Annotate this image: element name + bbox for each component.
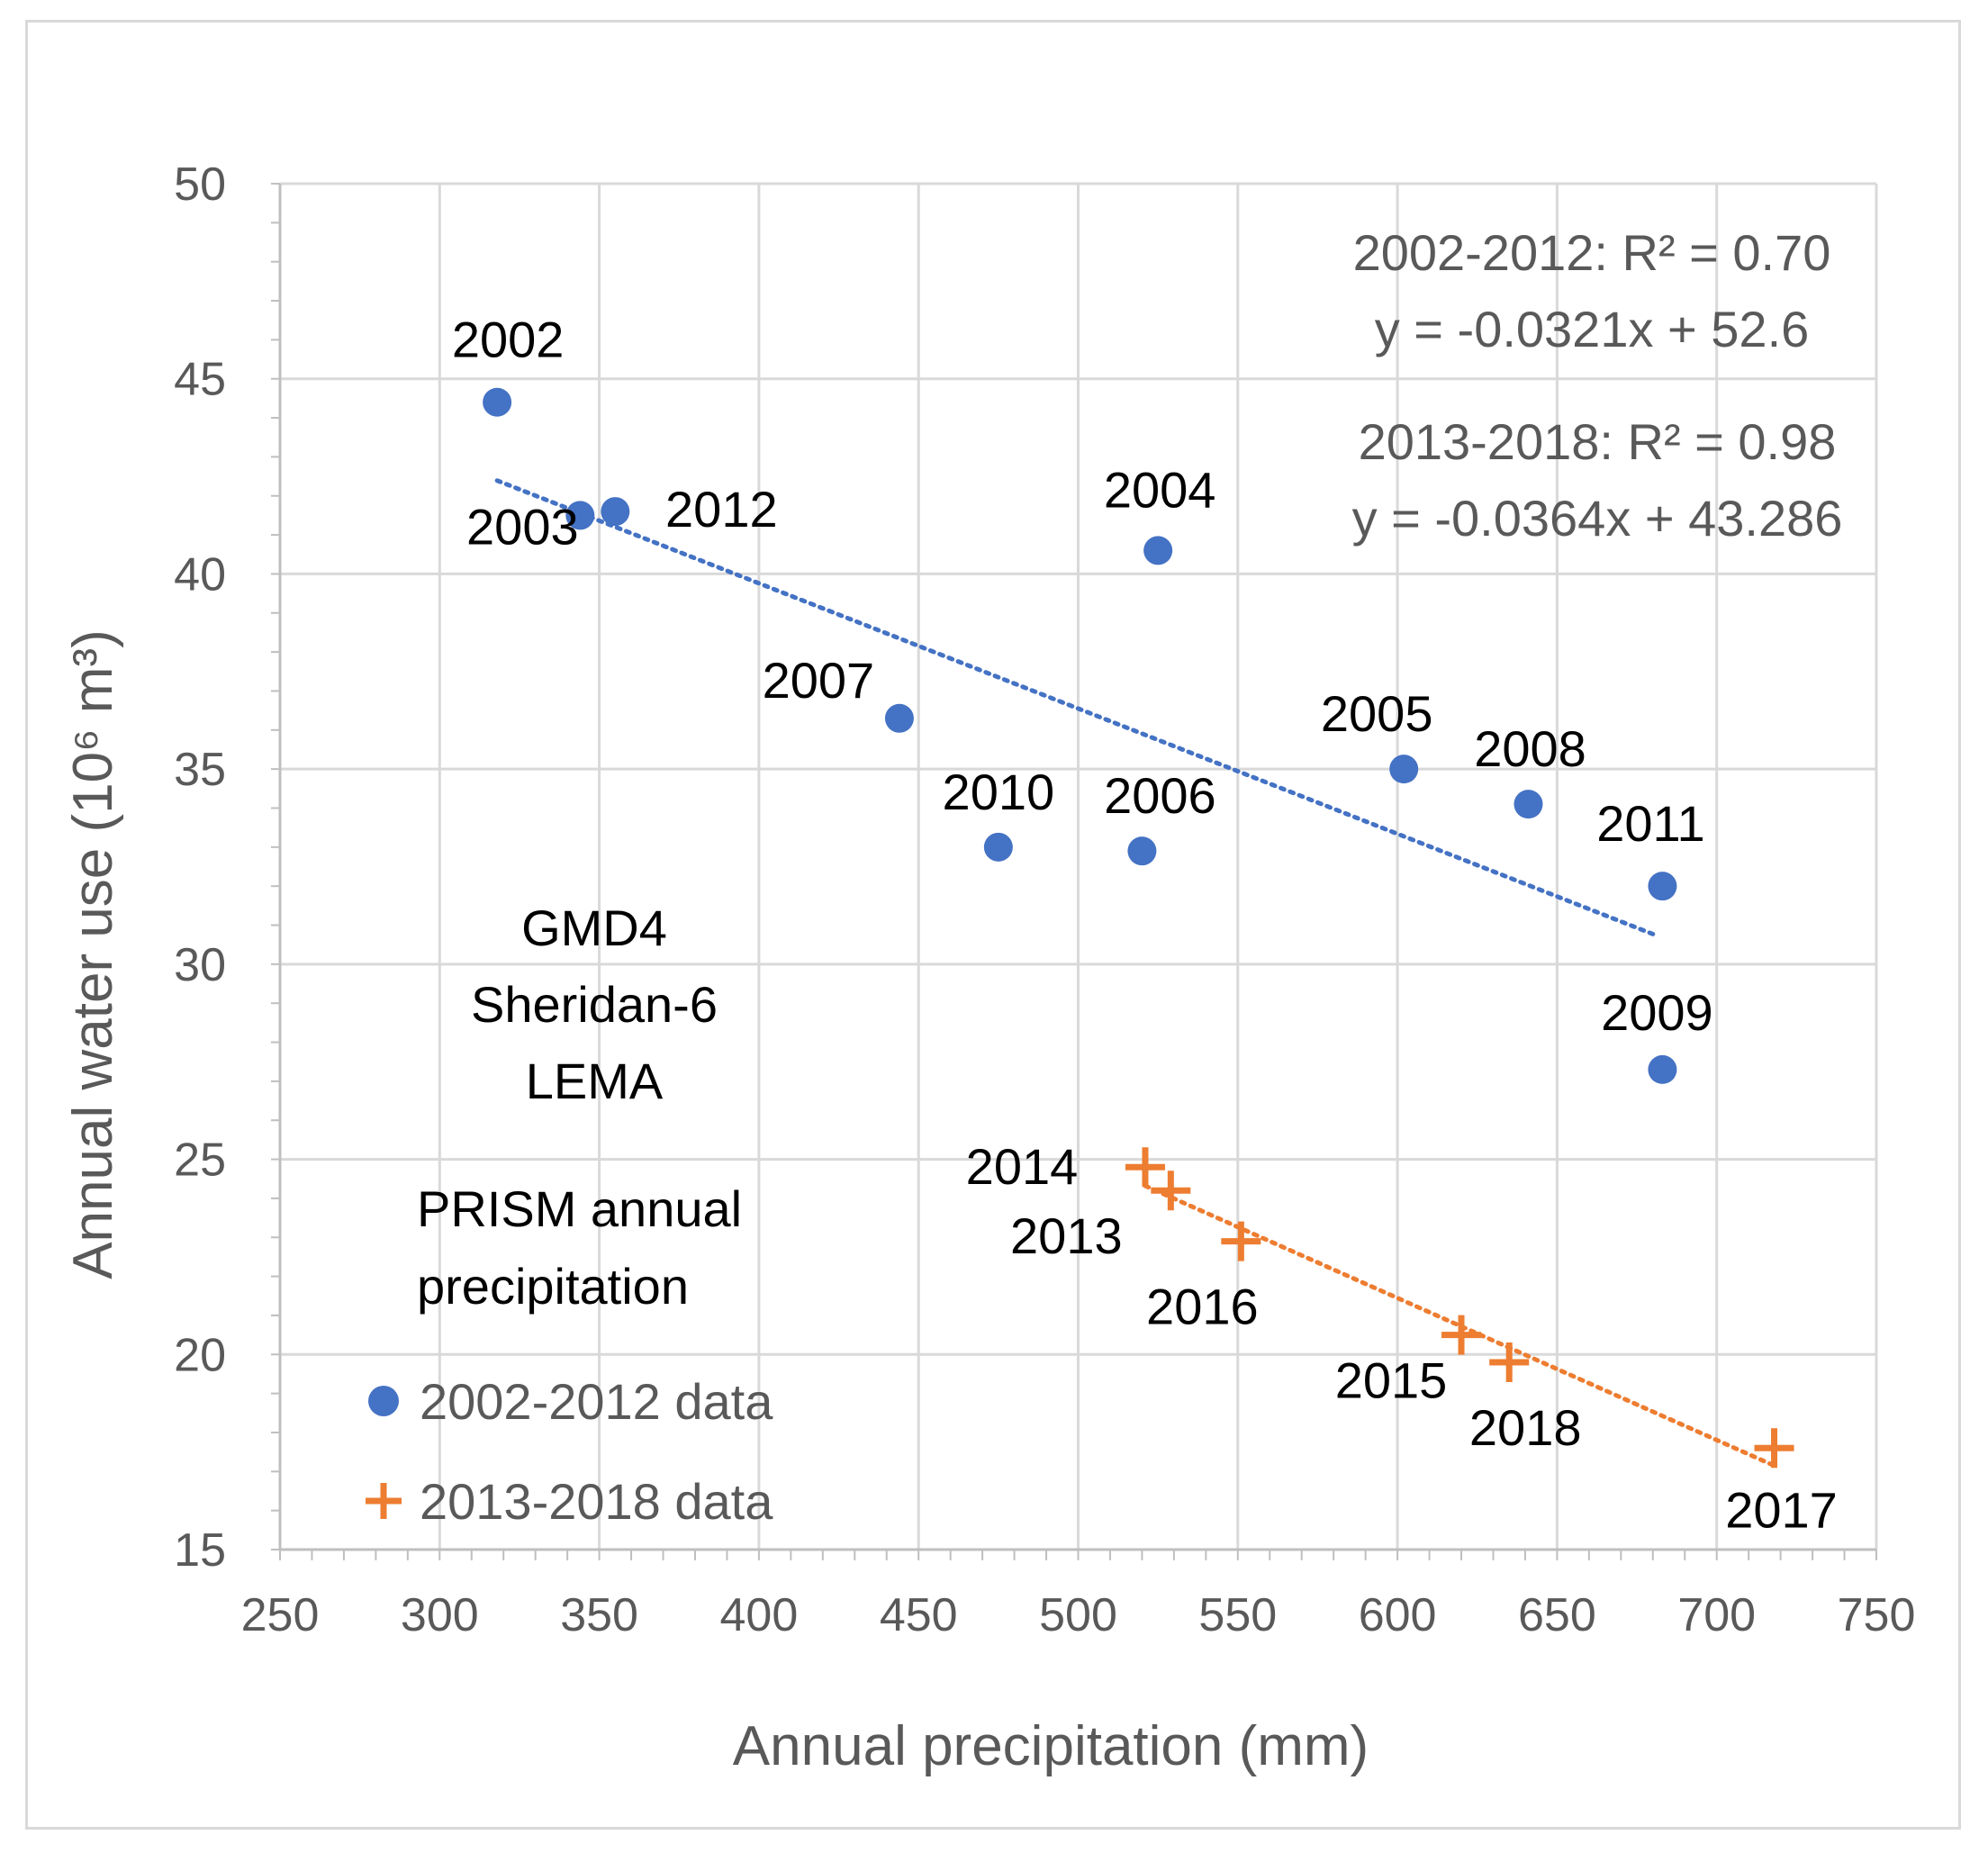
- legend-plus-icon: [366, 1483, 402, 1519]
- axes: 250 300 350 400 450 500 550 600 650 700 750 15 20 25 3…: [174, 158, 1915, 1641]
- x-tick-label: 550: [1198, 1589, 1277, 1641]
- data-point-2006: [1127, 836, 1157, 866]
- data-label-2011: 2011: [1596, 795, 1704, 852]
- x-axis-title: Annual precipitation (mm): [733, 1715, 1369, 1777]
- x-tick-label: 450: [880, 1589, 958, 1641]
- x-tick-label: 350: [560, 1589, 638, 1641]
- data-points: [483, 387, 1794, 1469]
- data-point-2003: [565, 501, 595, 530]
- data-point-2018: [1489, 1342, 1530, 1382]
- data-label-2017: 2017: [1725, 1481, 1838, 1538]
- x-tick-label: 500: [1039, 1589, 1117, 1641]
- x-tick-label: 300: [401, 1589, 479, 1641]
- x-tick-label: 600: [1359, 1589, 1437, 1641]
- y-tick-label: 25: [174, 1134, 226, 1187]
- data-label-2014: 2014: [966, 1138, 1079, 1195]
- data-label-2003: 2003: [466, 498, 579, 555]
- annotation-line-2: Sheridan-6: [471, 976, 718, 1033]
- y-tick-label: 30: [174, 939, 226, 991]
- y-tick-label: 20: [174, 1329, 226, 1381]
- r2-text-series-2: 2013-2018: R² = 0.98: [1359, 413, 1837, 470]
- annotation-line-3: LEMA: [526, 1053, 664, 1109]
- chart-frame: [25, 20, 1961, 1830]
- y-tick-label: 45: [174, 354, 226, 406]
- y-axis-title: Annual water use (10⁶ m³): [62, 629, 124, 1279]
- data-label-2005: 2005: [1321, 685, 1433, 742]
- y-tick-label: 35: [174, 744, 226, 796]
- data-point-2008: [1514, 790, 1543, 819]
- data-label-2006: 2006: [1104, 767, 1216, 824]
- annotation-line-1: GMD4: [521, 899, 667, 956]
- trendlines: [494, 478, 1777, 1469]
- legend-label-series-2: 2013-2018 data: [420, 1473, 773, 1530]
- x-tick-label: 650: [1518, 1589, 1596, 1641]
- data-point-2011: [1648, 872, 1677, 901]
- data-point-2002: [483, 387, 512, 417]
- data-point-2007: [884, 703, 914, 733]
- y-tick-label: 40: [174, 548, 226, 601]
- data-label-2016: 2016: [1146, 1279, 1259, 1335]
- y-tick-label: 50: [174, 158, 226, 211]
- x-tick-label: 750: [1838, 1589, 1916, 1641]
- data-label-2010: 2010: [943, 764, 1055, 820]
- x-tick-label: 700: [1677, 1589, 1756, 1641]
- data-point-2005: [1389, 755, 1419, 784]
- x-tick-label: 400: [720, 1589, 799, 1641]
- legend-label-series-1: 2002-2012 data: [420, 1373, 773, 1430]
- annotation-source-1: PRISM annual: [417, 1180, 742, 1237]
- data-point-2004: [1143, 536, 1173, 565]
- data-label-2018: 2018: [1469, 1399, 1582, 1456]
- data-point-2016: [1221, 1221, 1261, 1261]
- data-point-2013: [1151, 1171, 1191, 1211]
- data-point-2015: [1441, 1315, 1482, 1355]
- y-tick-label: 15: [174, 1524, 226, 1577]
- data-label-2009: 2009: [1601, 984, 1713, 1041]
- trendline-series-1: [494, 478, 1656, 936]
- equation-series-2: y = -0.0364x + 43.286: [1352, 490, 1843, 547]
- legend: 2002-2012 data 2013-2018 data: [366, 1373, 773, 1530]
- equation-series-1: y = -0.0321x + 52.6: [1375, 301, 1810, 357]
- data-label-2002: 2002: [452, 312, 565, 368]
- data-label-2013: 2013: [1010, 1207, 1123, 1264]
- r2-text-series-1: 2002-2012: R² = 0.70: [1353, 224, 1831, 281]
- data-point-2012: [601, 497, 630, 527]
- data-point-2010: [983, 832, 1013, 862]
- point-labels: 2002 2003 2012 2004 2007 2010 2006 2005 20082011…: [452, 312, 1838, 1539]
- region-annotation: GMD4 Sheridan-6 LEMA PRISM annual precip…: [417, 899, 742, 1315]
- data-label-2007: 2007: [763, 652, 875, 709]
- equation-box: 2002-2012: R² = 0.70 y = -0.0321x + 52.6…: [1352, 224, 1843, 547]
- data-point-2017: [1754, 1428, 1794, 1469]
- data-label-2004: 2004: [1104, 461, 1216, 518]
- grid: [278, 182, 1878, 1551]
- data-label-2012: 2012: [665, 481, 778, 538]
- data-label-2015: 2015: [1335, 1352, 1448, 1409]
- x-tick-label: 250: [241, 1589, 320, 1641]
- data-point-2009: [1648, 1054, 1677, 1084]
- trendline-series-2: [1143, 1183, 1777, 1469]
- annotation-source-2: precipitation: [417, 1258, 689, 1315]
- data-point-2014: [1125, 1147, 1165, 1188]
- data-label-2008: 2008: [1474, 720, 1586, 777]
- legend-circle-icon: [368, 1386, 399, 1416]
